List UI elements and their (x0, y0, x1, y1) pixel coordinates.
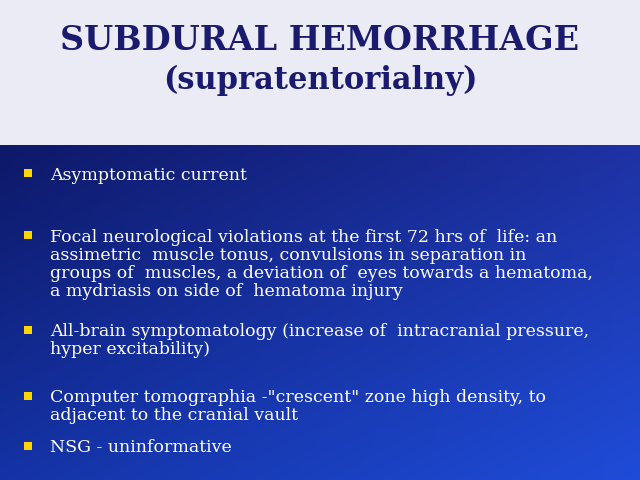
Text: (supratentorialny): (supratentorialny) (163, 64, 477, 96)
Text: Focal neurological violations at the first 72 hrs of  life: an: Focal neurological violations at the fir… (50, 228, 557, 245)
Text: hyper excitability): hyper excitability) (50, 341, 210, 359)
Text: adjacent to the cranial vault: adjacent to the cranial vault (50, 408, 298, 424)
Bar (0, 0, 640, 145)
Text: assimetric  muscle tonus, convulsions in separation in: assimetric muscle tonus, convulsions in … (50, 247, 526, 264)
Text: SUBDURAL HEMORRHAGE: SUBDURAL HEMORRHAGE (60, 24, 580, 57)
Text: groups of  muscles, a deviation of  eyes towards a hematoma,: groups of muscles, a deviation of eyes t… (50, 264, 593, 281)
Bar (24, 326, 32, 334)
Bar (24, 442, 32, 450)
Text: Asymptomatic current: Asymptomatic current (50, 167, 247, 183)
Text: All-brain symptomatology (increase of  intracranial pressure,: All-brain symptomatology (increase of in… (50, 324, 589, 340)
Text: NSG - uninformative: NSG - uninformative (50, 440, 232, 456)
Bar (24, 169, 32, 177)
Text: Computer tomographia -"crescent" zone high density, to: Computer tomographia -"crescent" zone hi… (50, 389, 546, 407)
Bar (24, 392, 32, 400)
Bar (24, 231, 32, 239)
Text: a mydriasis on side of  hematoma injury: a mydriasis on side of hematoma injury (50, 283, 403, 300)
